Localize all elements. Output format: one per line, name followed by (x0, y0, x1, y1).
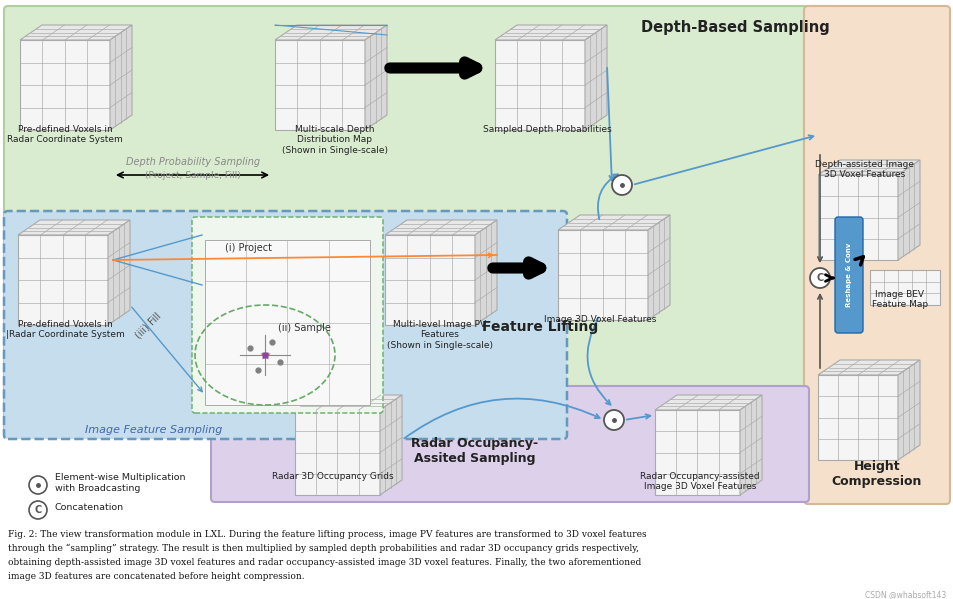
Text: image 3D features are concatenated before height compression.: image 3D features are concatenated befor… (8, 572, 304, 581)
Text: Height
Compression: Height Compression (831, 460, 922, 488)
Text: (i) Project: (i) Project (225, 243, 272, 253)
Text: Image BEV
Feature Map: Image BEV Feature Map (871, 290, 927, 310)
Text: CSDN @whabsoft143: CSDN @whabsoft143 (863, 590, 945, 599)
Text: Radar Occupancy-
Assited Sampling: Radar Occupancy- Assited Sampling (411, 437, 538, 465)
Polygon shape (584, 25, 606, 130)
Text: Image 3D Voxel Features: Image 3D Voxel Features (543, 315, 656, 324)
Text: Multi-scale Depth
Distribution Map
(Shown in Single-scale): Multi-scale Depth Distribution Map (Show… (282, 125, 388, 155)
Polygon shape (647, 215, 669, 320)
FancyBboxPatch shape (211, 386, 808, 502)
Text: Radar Occupancy-assisted
Image 3D Voxel Features: Radar Occupancy-assisted Image 3D Voxel … (639, 472, 759, 491)
Polygon shape (365, 25, 387, 130)
Text: through the “sampling” strategy. The result is then multiplied by sampled depth : through the “sampling” strategy. The res… (8, 544, 639, 553)
Text: C: C (34, 505, 42, 515)
Polygon shape (869, 270, 939, 305)
Polygon shape (558, 215, 669, 230)
Text: Sampled Depth Probabilities: Sampled Depth Probabilities (482, 125, 611, 134)
Text: (ii) Sample: (ii) Sample (277, 323, 331, 333)
Text: Pre-defined Voxels in
Radar Coordinate System: Pre-defined Voxels in Radar Coordinate S… (7, 125, 123, 144)
Polygon shape (379, 395, 401, 495)
Text: Element-wise Multiplication
with Broadcasting: Element-wise Multiplication with Broadca… (55, 473, 185, 493)
Polygon shape (385, 235, 475, 325)
Text: (iii) Fill: (iii) Fill (133, 310, 163, 340)
Text: Fig. 2: The view transformation module in LXL. During the feature lifting proces: Fig. 2: The view transformation module i… (8, 530, 646, 539)
Polygon shape (274, 40, 365, 130)
FancyBboxPatch shape (192, 217, 382, 413)
Polygon shape (294, 395, 401, 410)
Polygon shape (385, 220, 497, 235)
Circle shape (809, 268, 829, 288)
Text: Pre-defined Voxels in
|Radar Coordinate System: Pre-defined Voxels in |Radar Coordinate … (6, 320, 124, 340)
Polygon shape (20, 40, 110, 130)
Polygon shape (18, 235, 108, 325)
Text: Feature Lifting: Feature Lifting (481, 320, 598, 334)
Polygon shape (205, 240, 370, 405)
Polygon shape (817, 175, 897, 260)
Polygon shape (655, 410, 740, 495)
Text: Multi-level Image PV
Features
(Shown in Single-scale): Multi-level Image PV Features (Shown in … (387, 320, 493, 350)
FancyBboxPatch shape (4, 211, 566, 439)
Polygon shape (18, 220, 130, 235)
Text: (Project, Sample, Fill): (Project, Sample, Fill) (145, 171, 240, 180)
Text: Radar 3D Occupancy Grids: Radar 3D Occupancy Grids (272, 472, 394, 481)
Polygon shape (294, 410, 379, 495)
Polygon shape (108, 220, 130, 325)
Polygon shape (558, 230, 647, 320)
Text: Image Feature Sampling: Image Feature Sampling (85, 425, 222, 435)
Polygon shape (655, 395, 761, 410)
Text: Depth-Based Sampling: Depth-Based Sampling (640, 20, 828, 35)
Polygon shape (740, 395, 761, 495)
Text: Reshape & Conv: Reshape & Conv (845, 243, 851, 307)
FancyBboxPatch shape (834, 217, 862, 333)
Text: Depth Probability Sampling: Depth Probability Sampling (126, 157, 260, 167)
Polygon shape (20, 25, 132, 40)
Polygon shape (817, 160, 919, 175)
Polygon shape (495, 40, 584, 130)
Text: Concatenation: Concatenation (55, 504, 124, 513)
Polygon shape (274, 25, 387, 40)
FancyBboxPatch shape (803, 6, 949, 504)
Polygon shape (897, 160, 919, 260)
FancyBboxPatch shape (4, 6, 841, 436)
Text: C: C (816, 273, 822, 283)
Polygon shape (110, 25, 132, 130)
Circle shape (603, 410, 623, 430)
Circle shape (29, 476, 47, 494)
Text: Depth-assisted Image
3D Voxel Features: Depth-assisted Image 3D Voxel Features (815, 160, 914, 179)
Polygon shape (817, 375, 897, 460)
Polygon shape (495, 25, 606, 40)
Polygon shape (897, 360, 919, 460)
Circle shape (612, 175, 631, 195)
Circle shape (29, 501, 47, 519)
Polygon shape (475, 220, 497, 325)
Polygon shape (817, 360, 919, 375)
Text: obtaining depth-assisted image 3D voxel features and radar occupancy-assisted im: obtaining depth-assisted image 3D voxel … (8, 558, 640, 567)
